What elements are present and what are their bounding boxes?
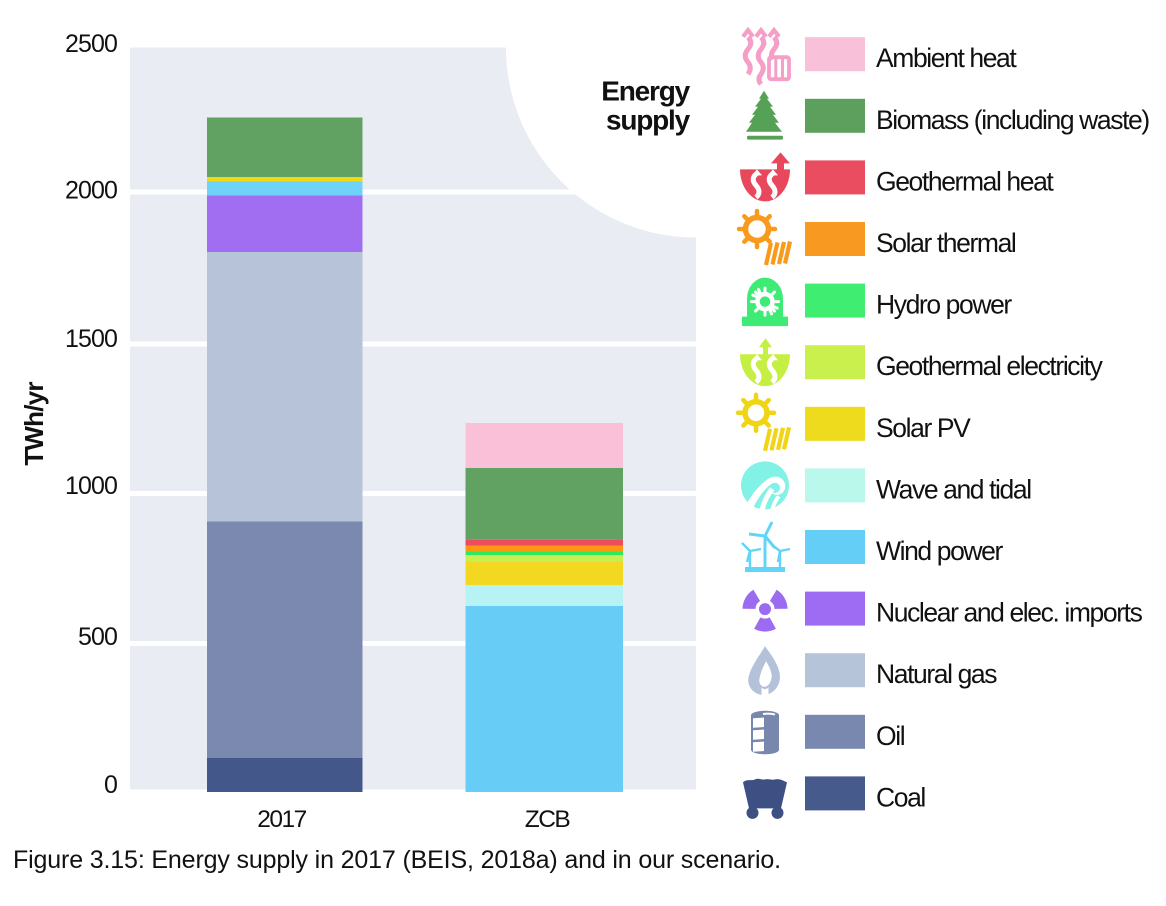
svg-text:Nuclear and elec. imports: Nuclear and elec. imports (876, 598, 1143, 628)
svg-text:Hydro power: Hydro power (876, 290, 1012, 320)
svg-text:Figure 3.15: Energy supply in: Figure 3.15: Energy supply in 2017 (BEIS… (13, 846, 781, 874)
svg-text:Wave and tidal: Wave and tidal (876, 474, 1031, 504)
svg-text:2000: 2000 (65, 177, 117, 205)
svg-text:Geothermal electricity: Geothermal electricity (876, 351, 1104, 381)
svg-text:Solar PV: Solar PV (876, 413, 971, 443)
svg-text:0: 0 (104, 771, 117, 799)
svg-text:Ambient heat: Ambient heat (876, 43, 1017, 73)
svg-text:Oil: Oil (876, 721, 905, 751)
svg-text:TWh/yr: TWh/yr (19, 382, 49, 466)
svg-text:1000: 1000 (65, 472, 117, 500)
svg-text:1500: 1500 (65, 325, 117, 353)
svg-text:2017: 2017 (257, 806, 306, 833)
svg-text:Solar thermal: Solar thermal (876, 228, 1016, 258)
svg-text:Coal: Coal (876, 782, 925, 812)
svg-text:ZCB: ZCB (525, 806, 571, 833)
svg-text:500: 500 (78, 623, 117, 651)
svg-text:supply: supply (606, 105, 691, 136)
svg-text:Biomass (including waste): Biomass (including waste) (876, 105, 1149, 135)
svg-text:Wind power: Wind power (876, 536, 1003, 566)
svg-text:Geothermal heat: Geothermal heat (876, 166, 1054, 196)
svg-text:2500: 2500 (65, 30, 117, 58)
svg-text:Natural gas: Natural gas (876, 659, 997, 689)
svg-text:Energy: Energy (601, 76, 690, 107)
